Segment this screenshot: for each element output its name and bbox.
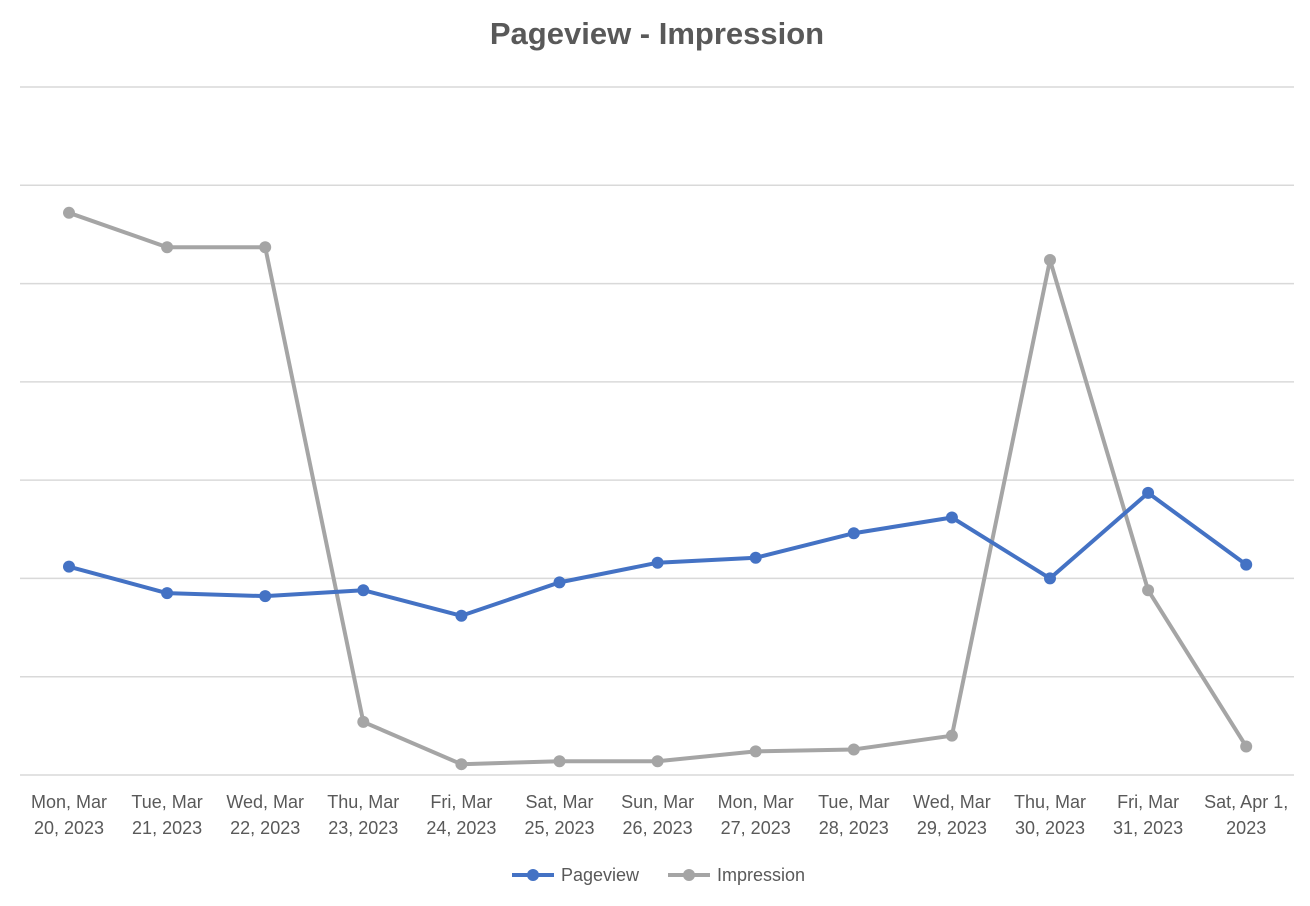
x-tick-label: Sun, Mar 26, 2023 bbox=[621, 792, 694, 838]
data-point-pageview bbox=[357, 584, 370, 597]
data-point-impression bbox=[455, 758, 468, 771]
data-point-pageview bbox=[651, 556, 664, 569]
data-point-impression bbox=[1044, 253, 1056, 266]
data-point-impression bbox=[651, 755, 664, 768]
data-point-pageview bbox=[945, 511, 958, 524]
legend-marker-impression bbox=[683, 869, 695, 881]
data-point-pageview bbox=[749, 551, 762, 564]
data-point-pageview bbox=[259, 590, 272, 603]
chart-title: Pageview - Impression bbox=[489, 16, 825, 51]
x-axis-tick-labels: Mon, Mar 20, 2023 Tue, Mar 21, 2023 Wed, Mar… bbox=[31, 792, 1288, 838]
data-point-impression bbox=[945, 729, 958, 742]
x-tick-label: Wed, Mar 29, 2023 bbox=[913, 792, 991, 838]
data-point-impression bbox=[259, 241, 272, 254]
x-tick-label: Fri, Mar 31, 2023 bbox=[1113, 792, 1183, 838]
data-point-pageview bbox=[553, 576, 566, 589]
legend-label-impression: Impression bbox=[717, 865, 805, 885]
x-tick-label: Sat, Mar 25, 2023 bbox=[524, 792, 594, 838]
legend-label-pageview: Pageview bbox=[561, 865, 640, 885]
series-lines bbox=[67, 210, 1249, 767]
data-point-impression bbox=[1142, 584, 1155, 597]
data-point-pageview bbox=[1142, 486, 1155, 499]
x-tick-label: Tue, Mar 28, 2023 bbox=[818, 792, 889, 838]
x-tick-label: Thu, Mar 30, 2023 bbox=[1014, 792, 1086, 838]
data-point-pageview bbox=[63, 560, 75, 573]
x-tick-label: Fri, Mar 24, 2023 bbox=[426, 792, 496, 838]
x-tick-label: Wed, Mar 22, 2023 bbox=[226, 792, 304, 838]
x-tick-label: Mon, Mar 20, 2023 bbox=[31, 792, 107, 838]
data-point-impression bbox=[847, 743, 860, 756]
data-point-impression bbox=[553, 755, 566, 768]
data-point-pageview bbox=[455, 609, 468, 622]
data-point-impression bbox=[749, 745, 762, 758]
data-point-impression bbox=[161, 241, 174, 254]
x-tick-label: Mon, Mar 27, 2023 bbox=[718, 792, 794, 838]
legend: Pageview Impression bbox=[512, 865, 805, 885]
x-tick-label: Sat, Apr 1, 2023 bbox=[1204, 792, 1288, 838]
legend-marker-pageview bbox=[527, 869, 539, 881]
x-tick-label: Tue, Mar 21, 2023 bbox=[131, 792, 202, 838]
gridlines bbox=[20, 86, 1294, 776]
data-point-impression bbox=[63, 206, 75, 219]
data-point-pageview bbox=[847, 527, 860, 540]
x-tick-label: Thu, Mar 23, 2023 bbox=[327, 792, 399, 838]
data-point-pageview bbox=[161, 587, 174, 600]
data-point-pageview bbox=[1044, 572, 1056, 585]
series-points bbox=[63, 206, 1253, 771]
data-point-impression bbox=[1240, 740, 1253, 753]
series-line-impression bbox=[67, 210, 1249, 767]
data-point-pageview bbox=[1240, 558, 1253, 571]
series-line-pageview bbox=[67, 490, 1249, 618]
data-point-impression bbox=[357, 715, 370, 728]
